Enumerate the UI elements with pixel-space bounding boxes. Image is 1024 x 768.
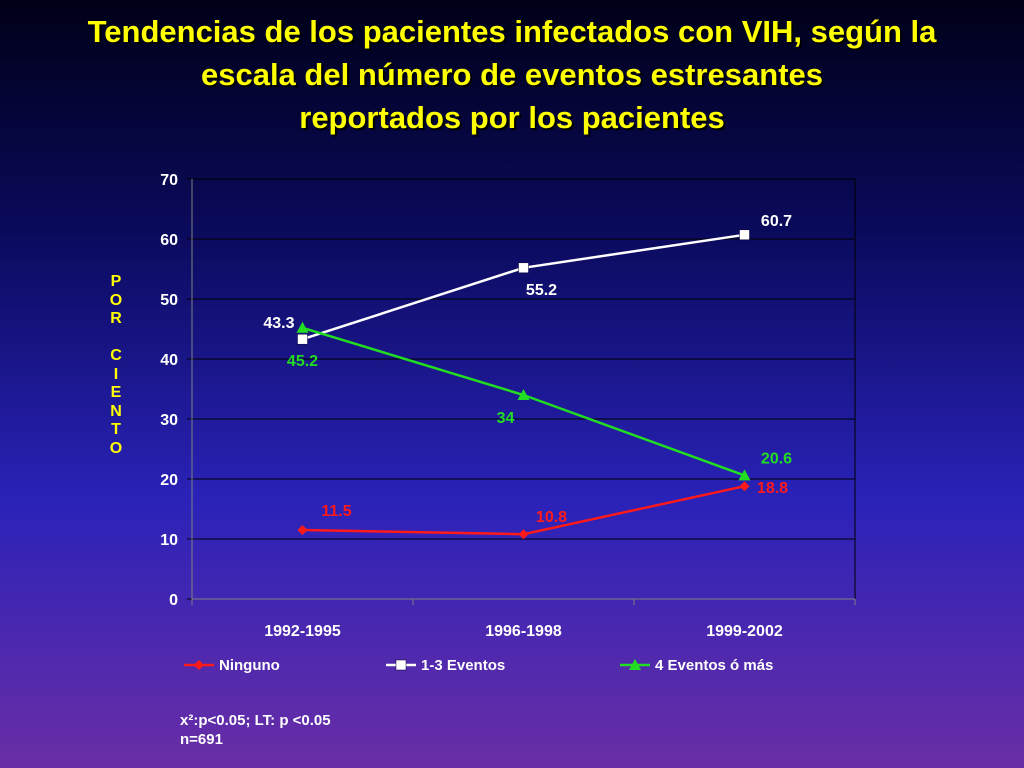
y-tick-label: 0	[169, 592, 178, 609]
series-4-eventos-point	[738, 469, 751, 481]
legend-ninguno-marker	[194, 660, 204, 670]
y-axis-label-char: I	[113, 365, 119, 383]
y-axis-label-char: O	[109, 291, 123, 309]
y-tick-label: 20	[160, 472, 178, 489]
series-4-eventos-data-label: 45.2	[287, 353, 318, 370]
series-ninguno-data-label: 18.8	[757, 480, 788, 497]
series-4-eventos-data-label: 20.6	[761, 450, 792, 467]
y-tick-labels: 0 10 20 30 40 50 60 70	[160, 172, 178, 609]
series-ninguno-data-label: 11.5	[321, 503, 351, 520]
series-1-3-eventos-data-label: 55.2	[526, 282, 557, 299]
y-axis-label-char: C	[110, 347, 122, 364]
series-4-eventos-point	[296, 321, 309, 333]
y-tick-label: 40	[160, 352, 178, 369]
series-ninguno-point	[518, 529, 529, 540]
series-4-eventos-line	[302, 326, 745, 477]
legend: Ninguno 1-3 Eventos 4 Eventos ó más	[184, 657, 773, 674]
footnote-stats: x²:p<0.05; LT: p <0.05	[180, 712, 331, 729]
y-tick-label: 70	[160, 172, 178, 189]
title-line-3: reportados por los pacientes	[299, 100, 725, 135]
series-4-eventos-data-label: 34	[497, 410, 515, 427]
legend-1-3-eventos-marker	[395, 659, 407, 671]
x-tick-label: 1996-1998	[485, 623, 562, 640]
legend-4-eventos-marker	[629, 659, 641, 670]
title-line-1: Tendencias de los pacientes infectados c…	[87, 14, 937, 49]
series-group	[296, 229, 751, 540]
chart-title: Tendencias de los pacientes infectados c…	[0, 10, 1024, 139]
series-ninguno-point	[739, 481, 750, 492]
series-1-3-eventos-point	[518, 262, 529, 274]
series-1-3-eventos-point	[297, 333, 308, 345]
series-ninguno-point	[297, 525, 308, 535]
series-ninguno-data-label: 10.8	[536, 509, 567, 526]
y-axis-label-char: P	[110, 273, 122, 290]
y-tick-label: 60	[160, 232, 178, 249]
axes	[191, 178, 856, 605]
legend-4-eventos-label: 4 Eventos ó más	[655, 657, 773, 674]
series-1-3-eventos-data-label: 43.3	[263, 315, 294, 332]
series-1-3-eventos-data-label: 60.7	[761, 213, 792, 230]
y-axis-label-char: E	[110, 384, 122, 401]
data-labels: 11.5 10.8 18.8 43.3 55.2 60.7 45.2 34 20.6	[263, 213, 792, 526]
legend-1-3-eventos-label: 1-3 Eventos	[421, 657, 505, 674]
y-tick-label: 50	[160, 292, 178, 309]
series-ninguno-line	[302, 484, 745, 536]
y-tick-label: 10	[160, 532, 178, 549]
series-4-eventos-point	[517, 389, 530, 400]
x-tick-label: 1999-2002	[706, 623, 783, 640]
title-line-2: escala del número de eventos estresantes	[200, 57, 823, 92]
footnote-sample-size: n=691	[180, 731, 223, 748]
y-axis-label-char: T	[111, 421, 121, 438]
y-tick-label: 30	[160, 412, 178, 429]
y-axis-label-char: R	[110, 310, 122, 327]
series-1-3-eventos-line	[302, 233, 745, 341]
footnote: x²:p<0.05; LT: p <0.05 n=691	[180, 711, 331, 749]
series-1-3-eventos-point	[739, 229, 750, 241]
x-tick-labels: 1992-1995 1996-1998 1999-2002	[264, 623, 783, 640]
x-tick-label: 1992-1995	[264, 623, 341, 640]
y-axis-label-char: O	[109, 439, 123, 457]
y-axis-label-char: N	[110, 402, 122, 420]
legend-ninguno-label: Ninguno	[219, 657, 280, 674]
